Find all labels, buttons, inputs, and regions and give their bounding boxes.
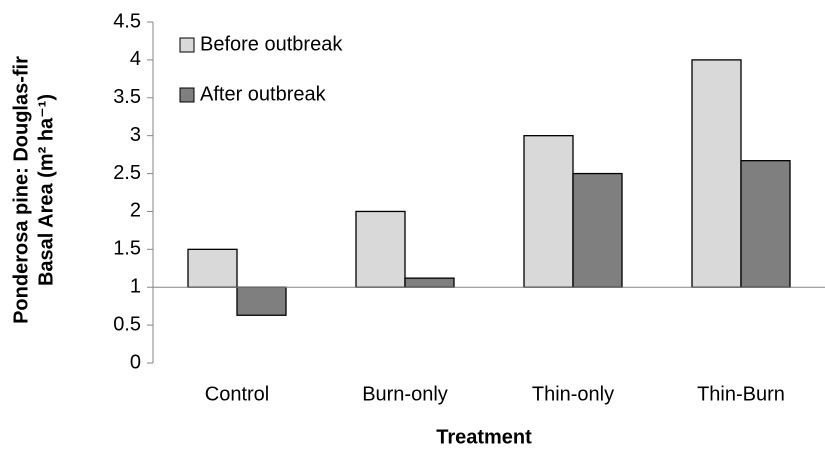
bar <box>355 210 406 288</box>
bar <box>691 59 742 288</box>
y-tick-label: 1.5 <box>113 238 141 260</box>
y-axis-title-line: Basal Area (m² ha⁻¹) <box>35 94 57 286</box>
y-tick-label: 1 <box>130 276 141 298</box>
bar <box>236 286 287 316</box>
x-axis-title: Treatment <box>436 426 532 448</box>
bar <box>187 248 238 288</box>
legend-label: After outbreak <box>200 83 327 105</box>
y-tick-label: 4 <box>130 48 141 70</box>
y-tick-label: 0.5 <box>113 313 141 335</box>
bar <box>523 135 574 288</box>
bar <box>404 277 455 288</box>
y-tick-label: 2 <box>130 200 141 222</box>
y-axis-title: Ponderosa pine: Douglas-fir Basal Area (… <box>10 56 57 324</box>
y-tick-label: 2.5 <box>113 162 141 184</box>
x-tick-label: Burn-only <box>362 383 448 405</box>
y-tick-label: 3 <box>130 124 141 146</box>
y-tick-label: 0 <box>130 351 141 373</box>
x-tick-label: Thin-Burn <box>697 383 785 405</box>
legend-swatch <box>179 87 195 103</box>
bar <box>572 172 623 288</box>
legend-label: Before outbreak <box>200 33 343 55</box>
x-tick-label: Thin-only <box>532 383 614 405</box>
bar <box>740 160 791 288</box>
legend-swatch <box>179 37 195 53</box>
y-axis-title-line: Ponderosa pine: Douglas-fir <box>10 56 32 324</box>
y-tick-label: 4.5 <box>113 10 141 32</box>
x-tick-label: Control <box>205 383 269 405</box>
y-tick-label: 3.5 <box>113 86 141 108</box>
